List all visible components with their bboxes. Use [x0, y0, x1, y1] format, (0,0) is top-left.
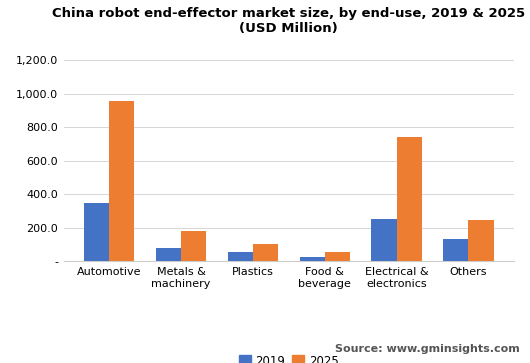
Bar: [396, 137, 422, 261]
Text: Source: www.gminsights.com: Source: www.gminsights.com: [334, 344, 519, 354]
Bar: [469, 220, 493, 261]
Bar: [299, 257, 325, 261]
Title: China robot end-effector market size, by end-use, 2019 & 2025
(USD Million): China robot end-effector market size, by…: [52, 8, 525, 36]
Bar: [325, 252, 350, 261]
Bar: [109, 101, 135, 261]
Legend: 2019, 2025: 2019, 2025: [234, 350, 343, 363]
Bar: [156, 248, 181, 261]
Bar: [443, 239, 469, 261]
Bar: [228, 252, 253, 261]
Bar: [372, 220, 396, 261]
Bar: [84, 203, 109, 261]
Bar: [253, 244, 278, 261]
Bar: [181, 231, 206, 261]
